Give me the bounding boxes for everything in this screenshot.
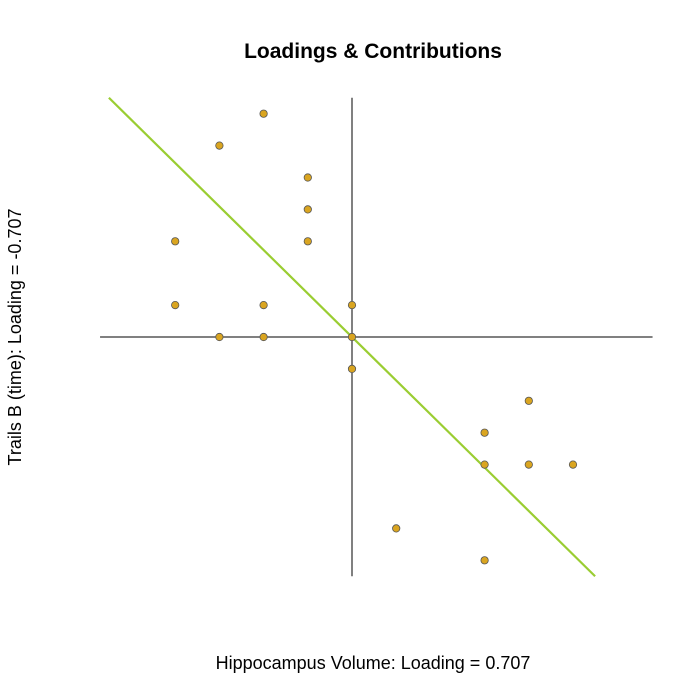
data-point <box>259 300 268 310</box>
data-point <box>215 141 224 150</box>
data-point <box>171 300 180 310</box>
data-point <box>259 332 268 342</box>
y-axis-label: Trails B (time): Loading = -0.707 <box>5 209 25 466</box>
data-point <box>171 237 180 246</box>
data-point <box>347 364 357 373</box>
data-point <box>568 460 578 469</box>
data-point <box>259 109 268 118</box>
data-point <box>347 332 357 342</box>
data-point <box>524 460 533 469</box>
data-point <box>347 300 357 310</box>
data-point <box>480 556 489 565</box>
x-axis-label: Hippocampus Volume: Loading = 0.707 <box>216 653 531 673</box>
data-point <box>215 332 224 342</box>
data-points <box>171 109 578 565</box>
data-point <box>392 524 401 533</box>
data-point <box>480 428 489 437</box>
data-point <box>480 460 489 469</box>
data-point <box>303 173 312 182</box>
data-point <box>303 205 312 214</box>
data-point <box>524 396 533 405</box>
chart-title: Loadings & Contributions <box>244 40 502 63</box>
data-point <box>303 237 312 246</box>
